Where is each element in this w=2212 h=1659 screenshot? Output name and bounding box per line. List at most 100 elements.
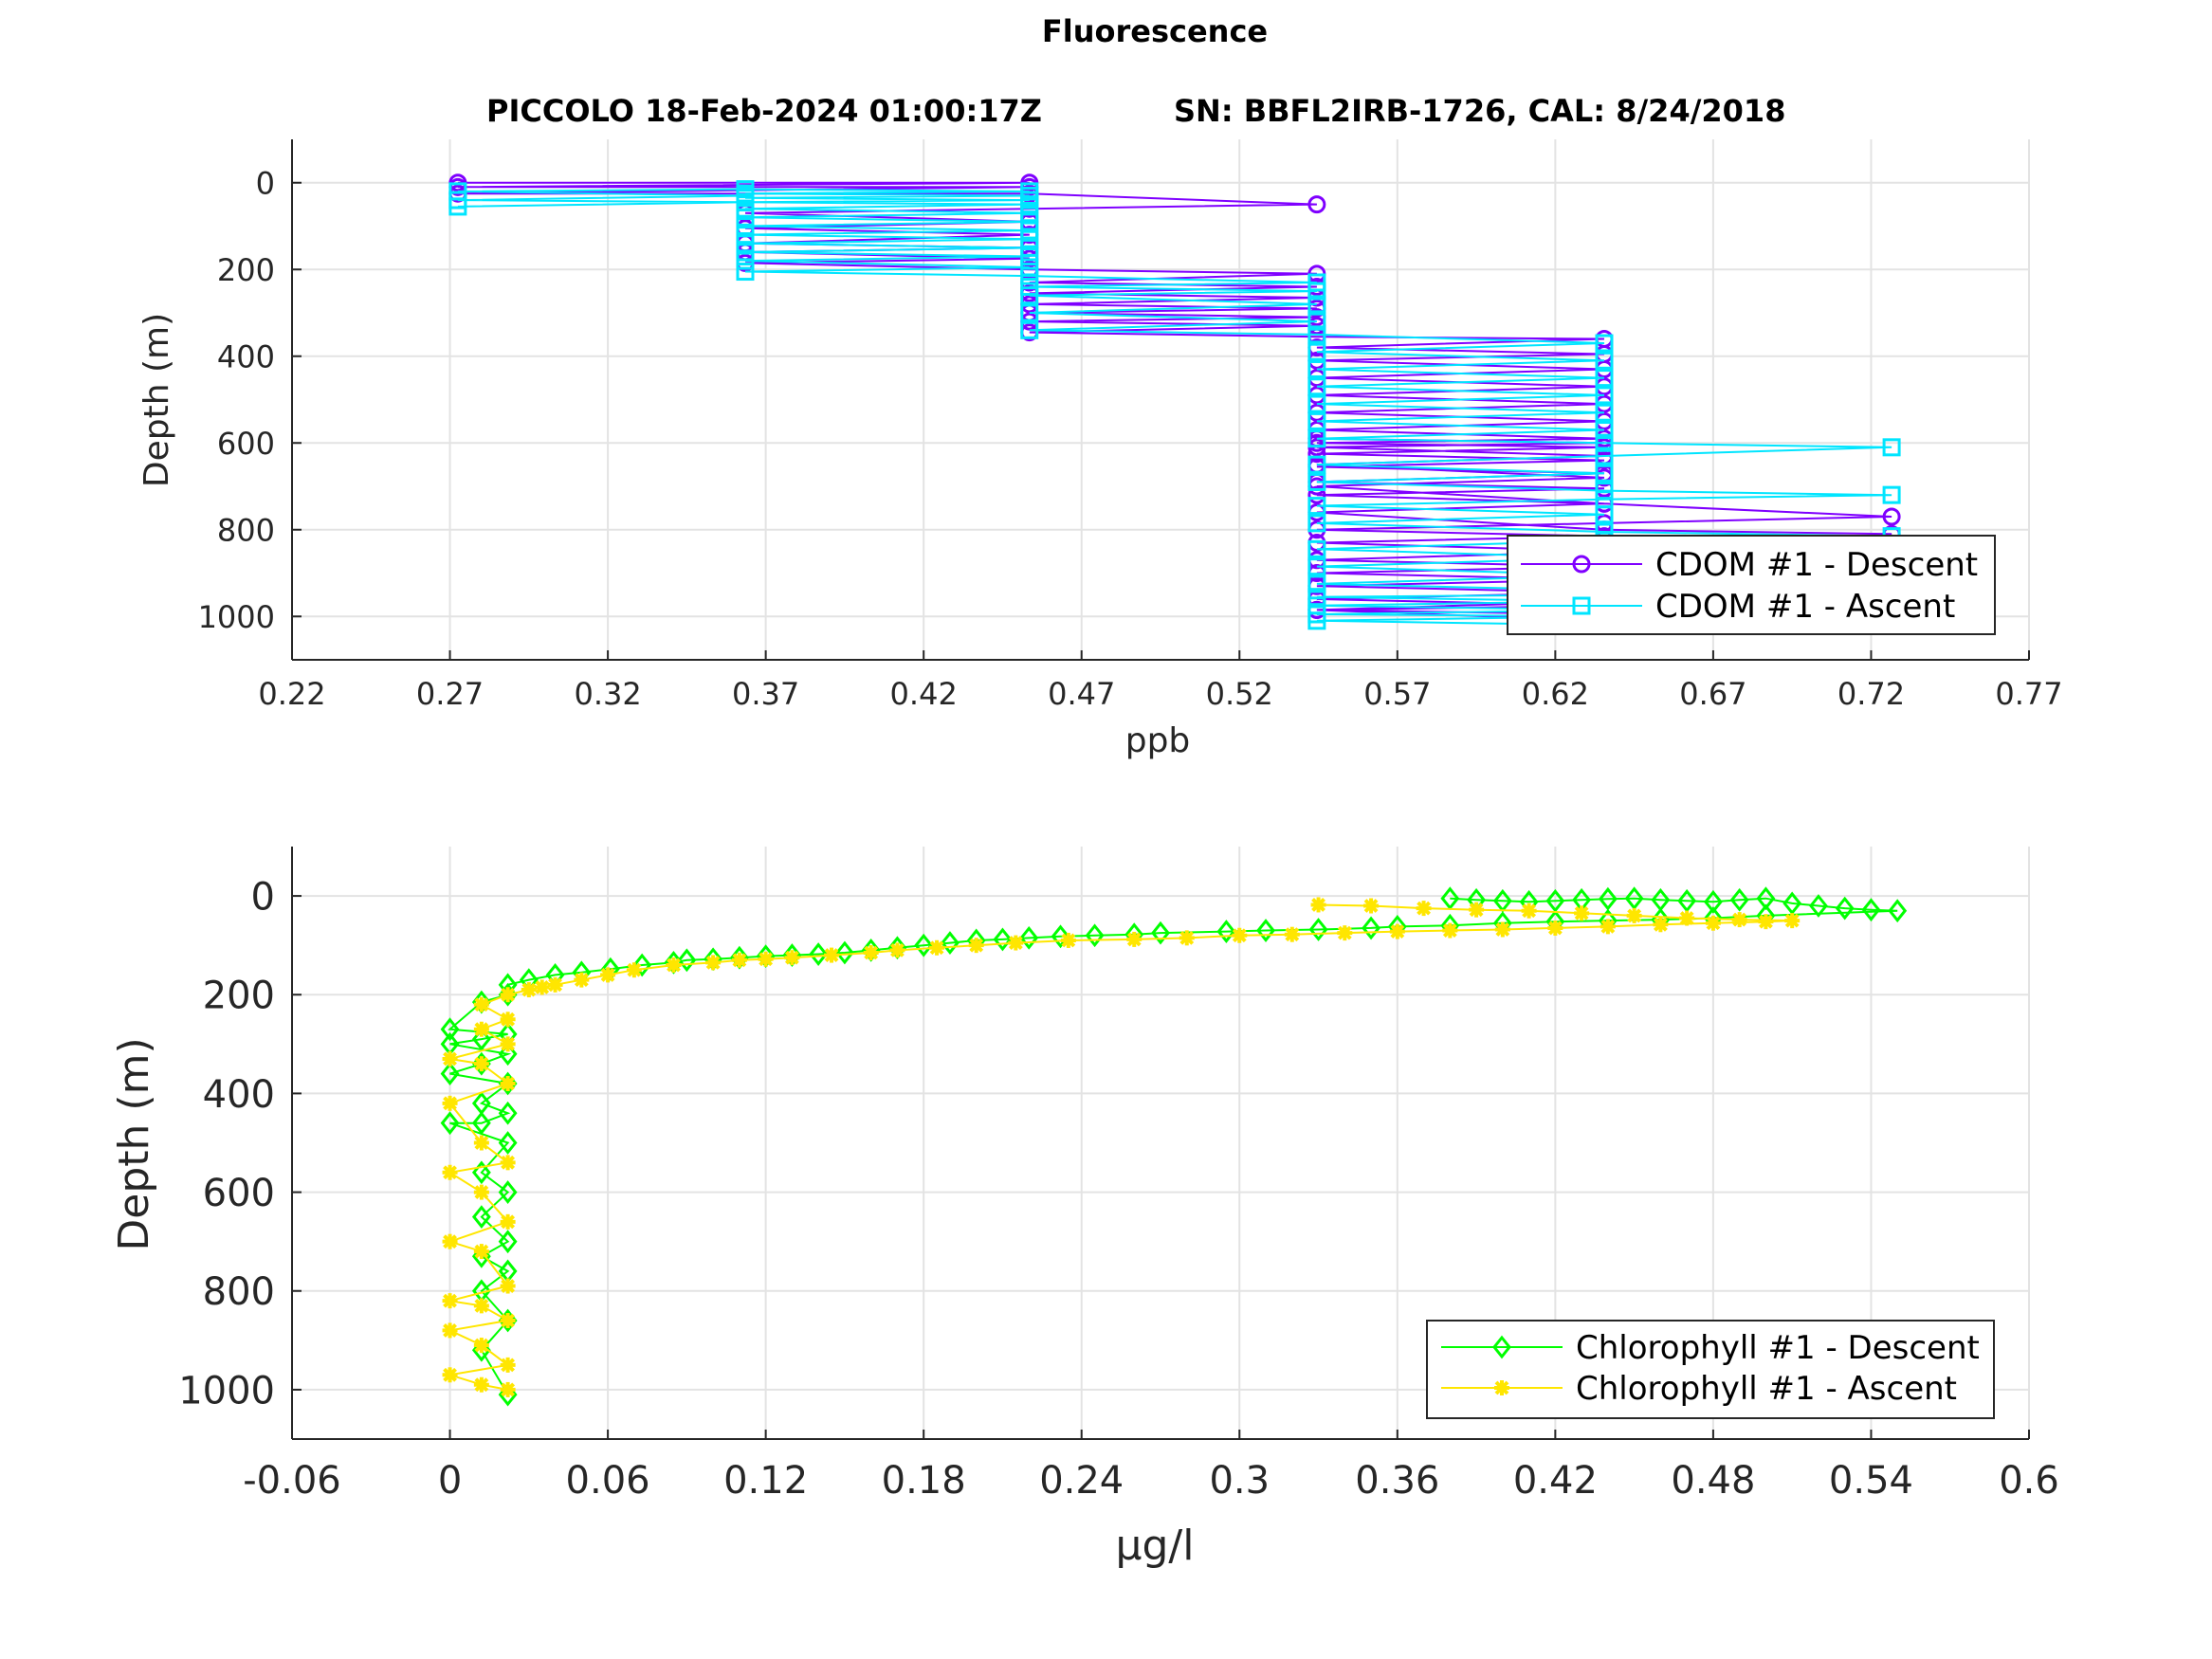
chlorophyll-x-tick-label: 0.42: [1513, 1459, 1598, 1503]
chlorophyll-series-0-point: [498, 1131, 518, 1155]
cdom-legend: CDOM #1 - Descent CDOM #1 - Ascent: [1507, 535, 1996, 635]
chlorophyll-series-0-point: [1019, 925, 1039, 950]
cdom-legend-descent-label: CDOM #1 - Descent: [1655, 546, 1978, 584]
chlorophyll-x-tick-label: 0.06: [566, 1459, 650, 1503]
figure-title: Fluorescence: [1042, 13, 1268, 49]
chlorophyll-series-1-point: [1008, 935, 1024, 951]
chlorophyll-series-1-point: [442, 1050, 458, 1066]
cdom-y-tick-label: 400: [217, 338, 275, 374]
chlorophyll-series-1-point: [863, 944, 879, 960]
chlorophyll-series-1-point: [1310, 897, 1326, 913]
chlorophyll-series-1-point: [1363, 898, 1380, 914]
chlorophyll-series-1-point: [705, 955, 722, 971]
cdom-y-tick-label: 0: [256, 165, 275, 201]
cdom-series-1-point: [736, 263, 755, 282]
cdom-series-1-point: [1595, 433, 1614, 452]
chlorophyll-x-tick-label: 0.48: [1671, 1459, 1755, 1503]
chlorophyll-series-0-point: [498, 1042, 518, 1066]
chlorophyll-series-1-point: [500, 1012, 516, 1028]
chlorophyll-series-1-point: [968, 938, 984, 954]
cdom-series-1-point: [1595, 482, 1614, 501]
chlorophyll-series-1-point: [500, 1155, 516, 1171]
cdom-series-0-point: [1307, 485, 1326, 504]
cdom-series-1-point: [736, 192, 755, 211]
chlorophyll-legend-box: [1426, 1320, 1995, 1419]
chlorophyll-series-1-point: [547, 976, 563, 993]
chlorophyll-series-1-point: [1758, 914, 1774, 930]
chlorophyll-series-0-point: [1809, 894, 1828, 918]
cdom-series-1-point: [1595, 421, 1614, 440]
chlorophyll-series-1-point: [1626, 907, 1642, 923]
chlorophyll-series-0-point: [677, 948, 697, 973]
chlorophyll-series-0-point: [993, 927, 1013, 952]
cdom-x-tick-label: 0.72: [1837, 676, 1905, 712]
chlorophyll-series-0-point: [498, 1180, 518, 1204]
chlorophyll-series-0-point: [1151, 921, 1170, 945]
chlorophyll-series-lines: [440, 886, 1908, 1407]
chlorophyll-x-tick-label: 0.24: [1039, 1459, 1124, 1503]
chlorophyll-series-1-point: [1494, 921, 1510, 938]
chlorophyll-series-0-point: [1835, 896, 1855, 921]
cdom-series-1-point: [1307, 394, 1326, 413]
chlorophyll-x-axis-label: µg/l: [1116, 1522, 1195, 1570]
chlorophyll-series-1-point: [534, 979, 550, 995]
cdom-series-1-point: [1595, 447, 1614, 465]
cdom-series-1-point: [1307, 472, 1326, 491]
chlorophyll-series-1-point: [1337, 925, 1353, 941]
cdom-tick-labels: 0.22 0.27 0.32 0.37 0.42 0.47 0.52 0.57 0.62 0.67…: [198, 165, 2063, 712]
chlorophyll-legend-ascent-marker: [1494, 1380, 1509, 1395]
chlorophyll-series-1-point: [473, 996, 489, 1012]
cdom-series-1-point: [1020, 320, 1039, 339]
chlorophyll-series-0-point: [440, 1111, 460, 1136]
cdom-legend-ascent-marker: [1572, 596, 1591, 615]
cdom-x-tick-label: 0.47: [1048, 676, 1115, 712]
chlorophyll-legend: Chlorophyll #1 - Descent Chlorophyll #1 …: [1426, 1320, 1995, 1419]
chlorophyll-series-1-point: [473, 1338, 489, 1354]
chlorophyll-x-tick-label: 0.12: [723, 1459, 808, 1503]
chlorophyll-series-1-point: [1442, 922, 1458, 939]
cdom-series-1-point: [1307, 342, 1326, 361]
chlorophyll-y-tick-label: 600: [203, 1172, 275, 1215]
cdom-series-1-point: [1307, 411, 1326, 430]
cdom-series-1-point: [1595, 403, 1614, 422]
chlorophyll-series-1-point: [473, 1135, 489, 1151]
chlorophyll-x-tick-label: -0.06: [243, 1459, 341, 1503]
chlorophyll-series-1-point: [1232, 927, 1248, 943]
figure-subtitle-left: PICCOLO 18-Feb-2024 01:00:17Z: [486, 93, 1042, 129]
chlorophyll-series-0-point: [1256, 919, 1275, 942]
chlorophyll-series-1-point: [1600, 919, 1616, 935]
cdom-series-1-point: [1307, 273, 1326, 292]
chlorophyll-x-tick-label: 0.54: [1829, 1459, 1913, 1503]
cdom-legend-descent-marker: [1572, 555, 1591, 574]
cdom-x-tick-label: 0.22: [258, 676, 325, 712]
cdom-x-tick-label: 0.62: [1522, 676, 1589, 712]
cdom-series-1-point: [448, 197, 467, 216]
cdom-series-1-point: [1307, 514, 1326, 533]
chlorophyll-series-1-point: [1389, 923, 1405, 939]
chlorophyll-series-0-point: [471, 1205, 491, 1230]
cdom-x-tick-label: 0.37: [732, 676, 799, 712]
cdom-x-axis-label: ppb: [1125, 721, 1191, 760]
cdom-series-1-point: [1307, 574, 1326, 593]
chlorophyll-series-0-point: [471, 1111, 491, 1136]
cdom-series-1-point: [1307, 325, 1326, 344]
chlorophyll-series-1-point: [1284, 926, 1300, 942]
chlorophyll-series-1-point: [574, 972, 590, 988]
chlorophyll-series-1-point: [784, 950, 800, 966]
cdom-series-1-point: [1307, 497, 1326, 516]
cdom-x-tick-label: 0.27: [416, 676, 484, 712]
chlorophyll-series-0-point: [1729, 887, 1749, 912]
cdom-series-1-line: [457, 188, 1892, 627]
chlorophyll-series-1-point: [1705, 915, 1721, 931]
chlorophyll-series-1-point: [500, 1213, 516, 1230]
chlorophyll-legend-ascent-label: Chlorophyll #1 - Ascent: [1576, 1370, 1957, 1408]
chlorophyll-series-0-point: [1085, 923, 1105, 948]
cdom-series-1-point: [1595, 351, 1614, 370]
chlorophyll-series-1-point: [824, 947, 840, 963]
chlorophyll-series-1-point: [1731, 912, 1747, 928]
cdom-y-tick-label: 200: [217, 252, 275, 288]
chlorophyll-series-0-point: [809, 942, 829, 966]
chlorophyll-plot: -0.06 0 0.06 0.12 0.18 0.24 0.3 0.36 0.42 0.48 0.5…: [110, 847, 2059, 1570]
chlorophyll-series-1-point: [1784, 913, 1801, 929]
